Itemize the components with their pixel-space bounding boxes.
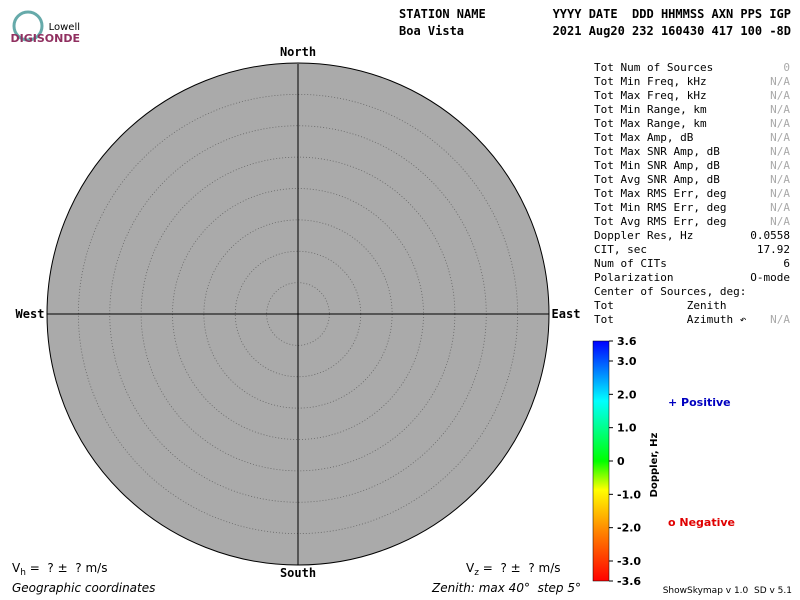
logo-text: DIGISONDE — [11, 32, 80, 45]
compass-label: North — [280, 45, 316, 59]
colorbar-tick-label: -3.6 — [617, 575, 641, 588]
colorbar-tick-label: 2.0 — [617, 388, 637, 401]
stat-value: N/A — [770, 215, 790, 228]
logo-text: Lowell — [49, 22, 80, 33]
stat-label: Tot Min RMS Err, deg — [594, 201, 726, 214]
stat-value: N/A — [770, 159, 790, 172]
colorbar-tick-label: -2.0 — [617, 522, 641, 535]
legend-positive: + Positive — [668, 396, 731, 409]
stat-label: Polarization — [594, 271, 673, 284]
stat-value: N/A — [770, 201, 790, 214]
stat-label: Doppler Res, Hz — [594, 229, 693, 242]
stat-value: 0 — [783, 61, 790, 74]
stat-label: Tot Avg SNR Amp, dB — [594, 173, 720, 186]
stat-label: Tot Min Freq, kHz — [594, 75, 707, 88]
stat-label: Num of CITs — [594, 257, 667, 270]
header-value: Boa Vista — [399, 24, 464, 38]
stat-label: CIT, sec — [594, 243, 647, 256]
stat-label: Tot Num of Sources — [594, 61, 713, 74]
coords-label: Geographic coordinates — [12, 581, 155, 595]
stat-value: N/A — [770, 187, 790, 200]
compass-label: West — [16, 307, 45, 321]
stat-label: Tot Max Freq, kHz — [594, 89, 707, 102]
stat-value: 6 — [783, 257, 790, 270]
stat-value: N/A — [770, 313, 790, 326]
stat-label: Tot Min Range, km — [594, 103, 707, 116]
legend-negative: o Negative — [668, 516, 735, 529]
stat-label: Tot Avg RMS Err, deg — [594, 215, 726, 228]
compass-label: South — [280, 566, 316, 580]
stat-value: N/A — [770, 75, 790, 88]
stat-label: Tot Azimuth ↶ — [594, 313, 747, 326]
stat-value: 17.92 — [757, 243, 790, 256]
vz-label: Vz = ? ± ? m/s — [466, 561, 561, 578]
stat-value: O-mode — [750, 271, 790, 284]
zenith-label: Zenith: max 40° step 5° — [431, 581, 581, 595]
stat-label: Tot Min SNR Amp, dB — [594, 159, 720, 172]
stat-value: N/A — [770, 173, 790, 186]
stat-label: Tot Max RMS Err, deg — [594, 187, 726, 200]
colorbar-tick-label: 3.6 — [617, 335, 637, 348]
logo-arc — [12, 10, 44, 42]
stat-value: N/A — [770, 131, 790, 144]
colorbar-label: Doppler, Hz — [649, 433, 660, 498]
stat-value: N/A — [770, 117, 790, 130]
colorbar — [592, 340, 610, 582]
stat-value: 0.0558 — [750, 229, 790, 242]
header-label: YYYY DATE DDD HHMMSS AXN PPS IGP — [553, 7, 791, 21]
colorbar-tick-label: -1.0 — [617, 488, 641, 501]
stat-label: Tot Zenith — [594, 299, 726, 312]
stat-label: Tot Max Range, km — [594, 117, 707, 130]
colorbar-tick-label: 3.0 — [617, 355, 637, 368]
stat-label: Tot Max Amp, dB — [594, 131, 694, 144]
header-label: STATION NAME — [399, 7, 486, 21]
version-label: ShowSkymap v 1.0 SD v 5.1 — [663, 586, 792, 596]
header-value: 2021 Aug20 232 160430 417 100 -8D — [553, 24, 791, 38]
vh-label: Vh = ? ± ? m/s — [12, 561, 107, 578]
stat-value: N/A — [770, 103, 790, 116]
stat-value: N/A — [770, 145, 790, 158]
stat-value: N/A — [770, 89, 790, 102]
colorbar-tick-label: -3.0 — [617, 555, 641, 568]
colorbar-tick-label: 0 — [617, 455, 625, 468]
stat-label: Tot Max SNR Amp, dB — [594, 145, 720, 158]
compass-label: East — [552, 307, 581, 321]
colorbar-tick-label: 1.0 — [617, 422, 637, 435]
stat-label: Center of Sources, deg: — [594, 285, 746, 298]
